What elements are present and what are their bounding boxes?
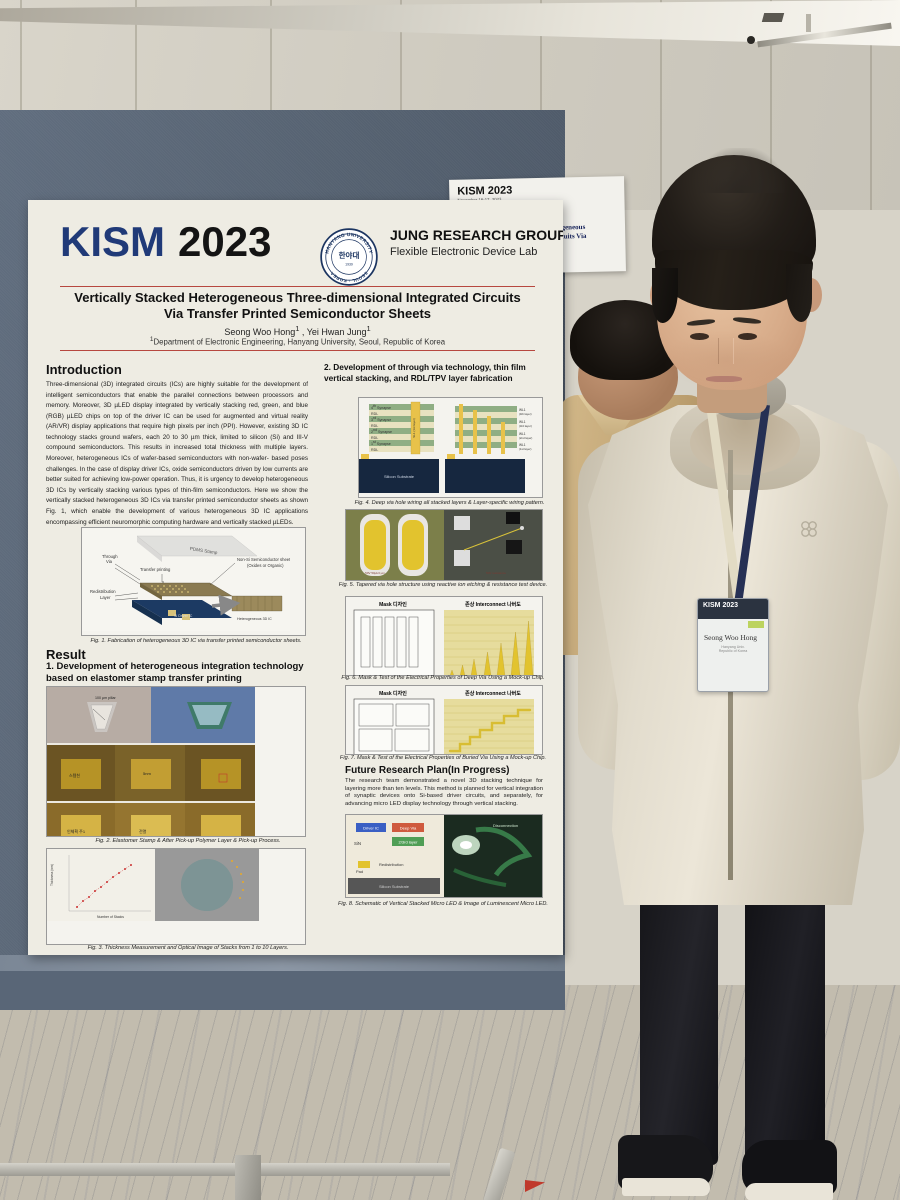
svg-text:한야대: 한야대 xyxy=(339,250,360,260)
svg-text:존상 Interconnect 나버도: 존상 Interconnect 나버도 xyxy=(465,601,521,608)
svg-text:2/3rd layer: 2/3rd layer xyxy=(399,840,419,845)
svg-text:인쳬획 주1: 인쳬획 주1 xyxy=(67,828,86,834)
svg-text:SL1 (1st layer): SL1 (1st layer) xyxy=(412,418,416,438)
svg-text:Mask 디자인: Mask 디자인 xyxy=(379,601,407,608)
svg-text:전열: 전열 xyxy=(139,828,147,834)
svg-text:Number of Stacks: Number of Stacks xyxy=(97,915,124,919)
svg-text:Silicon Substrate: Silicon Substrate xyxy=(379,884,410,889)
svg-text:(3rd layer): (3rd layer) xyxy=(519,424,532,428)
svg-text:Mask 디자인: Mask 디자인 xyxy=(379,690,407,697)
svg-text:Redistribution: Redistribution xyxy=(90,589,116,594)
svg-text:1939: 1939 xyxy=(345,263,353,267)
svg-text:50V resistance: 50V resistance xyxy=(486,571,506,575)
svg-text:(4th layer): (4th layer) xyxy=(519,412,532,416)
svg-text:Via: Via xyxy=(106,559,113,564)
svg-text:(2nd layer): (2nd layer) xyxy=(519,436,532,440)
svg-text:Deep Via: Deep Via xyxy=(400,826,417,831)
svg-text:Thickness (nm): Thickness (nm) xyxy=(50,864,54,886)
svg-text:Layer: Layer xyxy=(100,595,111,600)
svg-text:5nm: 5nm xyxy=(143,771,151,776)
svg-text:Non-Si Semiconductor sheets: Non-Si Semiconductor sheets xyxy=(237,557,290,562)
svg-text:Transfer printing: Transfer printing xyxy=(140,567,171,572)
svg-text:존상 Interconnect 나버도: 존상 Interconnect 나버도 xyxy=(465,690,521,697)
svg-text:Heterogeneous 3D IC: Heterogeneous 3D IC xyxy=(237,617,272,621)
svg-text:Driver IC: Driver IC xyxy=(363,826,379,831)
svg-text:Disconnection: Disconnection xyxy=(493,823,518,828)
svg-text:Si Driver IC: Si Driver IC xyxy=(174,614,193,618)
svg-text:(Oxides or Organic): (Oxides or Organic) xyxy=(247,563,284,568)
svg-text:100 μm pillar: 100 μm pillar xyxy=(95,696,116,700)
svg-text:스템친: 스템친 xyxy=(69,772,80,778)
svg-text:(1st layer): (1st layer) xyxy=(519,447,532,451)
svg-text:SiN: SiN xyxy=(354,841,361,846)
svg-text:Silicon Substrate: Silicon Substrate xyxy=(384,474,415,479)
svg-text:50V 50μl•3 μm: 50V 50μl•3 μm xyxy=(365,571,385,575)
svg-text:Pad: Pad xyxy=(356,869,363,874)
svg-text:RDL: RDL xyxy=(371,448,378,452)
svg-text:Redistribution: Redistribution xyxy=(379,862,403,867)
